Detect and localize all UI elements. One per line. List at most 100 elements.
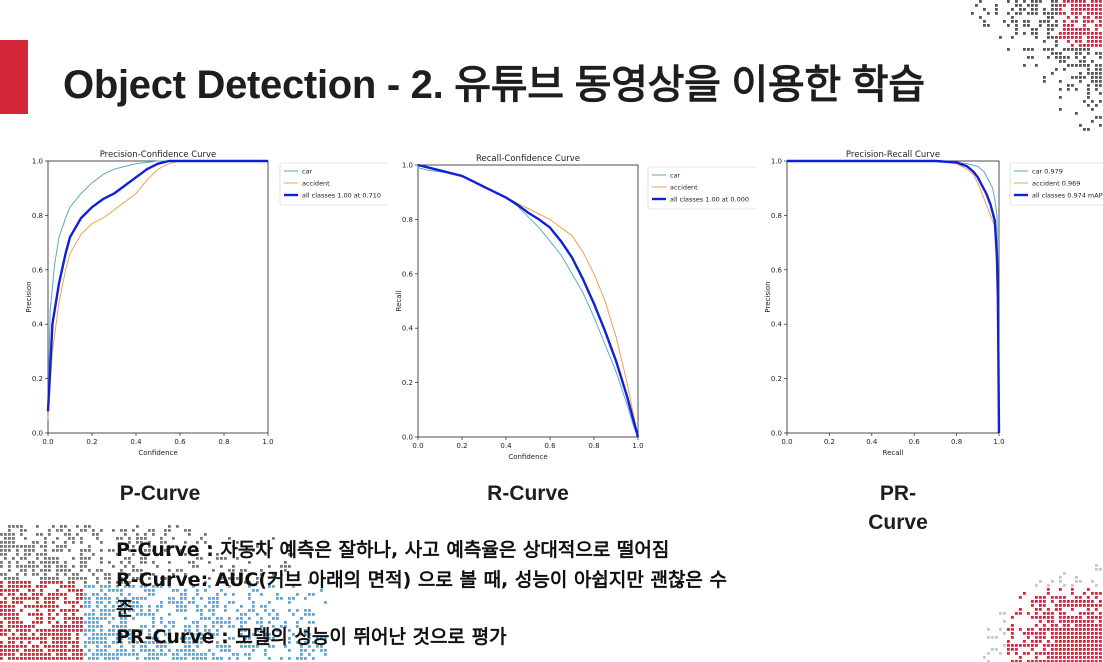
pattern-dot	[56, 565, 59, 568]
pattern-dot	[72, 573, 75, 576]
pattern-dot	[1003, 632, 1006, 635]
pattern-dot	[184, 597, 187, 600]
pattern-dot	[1075, 600, 1078, 603]
pattern-dot	[296, 657, 299, 660]
pattern-dot	[192, 585, 195, 588]
pattern-dot	[120, 577, 123, 580]
pattern-dot	[60, 545, 63, 548]
pattern-dot	[80, 605, 83, 608]
pattern-dot	[124, 585, 127, 588]
pattern-dot	[56, 653, 59, 656]
pattern-dot	[240, 629, 243, 632]
pattern-dot	[16, 601, 19, 604]
pattern-dot	[1087, 640, 1090, 643]
pattern-dot	[48, 577, 51, 580]
pattern-dot	[0, 581, 3, 584]
pattern-dot	[104, 613, 107, 616]
pattern-dot	[1051, 36, 1054, 39]
pattern-dot	[180, 637, 183, 640]
pattern-dot	[148, 641, 151, 644]
pattern-dot	[1019, 608, 1022, 611]
pattern-dot	[40, 561, 43, 564]
pattern-dot	[1083, 16, 1086, 19]
y-tick-label: 1.0	[32, 158, 43, 166]
pattern-dot	[144, 549, 147, 552]
pattern-dot	[0, 649, 3, 652]
pattern-dot	[1027, 632, 1030, 635]
r-curve-chart: Recall-Confidence Curve 0.0 0.2 0.4 0.6 0.8 1.…	[388, 144, 766, 469]
pattern-dot	[1087, 4, 1090, 7]
pattern-dot	[1099, 20, 1102, 23]
pattern-dot	[44, 553, 47, 556]
pattern-dot	[184, 617, 187, 620]
pattern-dot	[1063, 636, 1066, 639]
pattern-dot	[24, 537, 27, 540]
pattern-dot	[144, 589, 147, 592]
pattern-dot	[64, 625, 67, 628]
pattern-dot	[60, 581, 63, 584]
pattern-dot	[76, 577, 79, 580]
pattern-dot	[987, 660, 990, 662]
pattern-dot	[1023, 632, 1026, 635]
pattern-dot	[1095, 32, 1098, 35]
pattern-dot	[152, 561, 155, 564]
pattern-dot	[1043, 20, 1046, 23]
pattern-dot	[160, 605, 163, 608]
pattern-dot	[1083, 640, 1086, 643]
pattern-dot	[192, 641, 195, 644]
pattern-dot	[96, 657, 99, 660]
pattern-dot	[248, 645, 251, 648]
pattern-dot	[48, 565, 51, 568]
y-tick-label: 0.2	[771, 375, 782, 383]
pattern-dot	[1095, 564, 1098, 567]
pattern-dot	[1047, 28, 1050, 31]
pattern-dot	[1055, 624, 1058, 627]
pattern-dot	[188, 601, 191, 604]
pattern-dot	[1023, 592, 1026, 595]
pattern-dot	[20, 597, 23, 600]
pattern-dot	[196, 565, 199, 568]
series-line-1	[47, 160, 268, 420]
pattern-dot	[112, 609, 115, 612]
pattern-dot	[272, 609, 275, 612]
pattern-dot	[1099, 92, 1102, 95]
pattern-dot	[80, 529, 83, 532]
pattern-dot	[12, 641, 15, 644]
pattern-dot	[1075, 652, 1078, 655]
pattern-dot	[16, 613, 19, 616]
pattern-dot	[232, 625, 235, 628]
pattern-dot	[128, 601, 131, 604]
pattern-dot	[28, 585, 31, 588]
pattern-dot	[1071, 620, 1074, 623]
pattern-dot	[76, 641, 79, 644]
pattern-dot	[1059, 12, 1062, 15]
pattern-dot	[1043, 616, 1046, 619]
pattern-dot	[44, 577, 47, 580]
pattern-dot	[136, 541, 139, 544]
pattern-dot	[60, 585, 63, 588]
pattern-dot	[1095, 632, 1098, 635]
pattern-dot	[1095, 64, 1098, 67]
pattern-dot	[320, 637, 323, 640]
pattern-dot	[20, 629, 23, 632]
pattern-dot	[128, 653, 131, 656]
pattern-dot	[96, 577, 99, 580]
pattern-dot	[248, 657, 251, 660]
pattern-dot	[8, 525, 11, 528]
pattern-dot	[8, 581, 11, 584]
pattern-dot	[132, 529, 135, 532]
pattern-dot	[1087, 36, 1090, 39]
legend-label: car	[670, 172, 681, 180]
pattern-dot	[224, 645, 227, 648]
pattern-dot	[56, 621, 59, 624]
pattern-dot	[36, 653, 39, 656]
pattern-dot	[288, 641, 291, 644]
pattern-dot	[1099, 604, 1102, 607]
pattern-dot	[148, 545, 151, 548]
pattern-dot	[188, 629, 191, 632]
pattern-dot	[60, 637, 63, 640]
pattern-dot	[1051, 48, 1054, 51]
pattern-dot	[252, 633, 255, 636]
pattern-dot	[224, 605, 227, 608]
pattern-dot	[76, 573, 79, 576]
